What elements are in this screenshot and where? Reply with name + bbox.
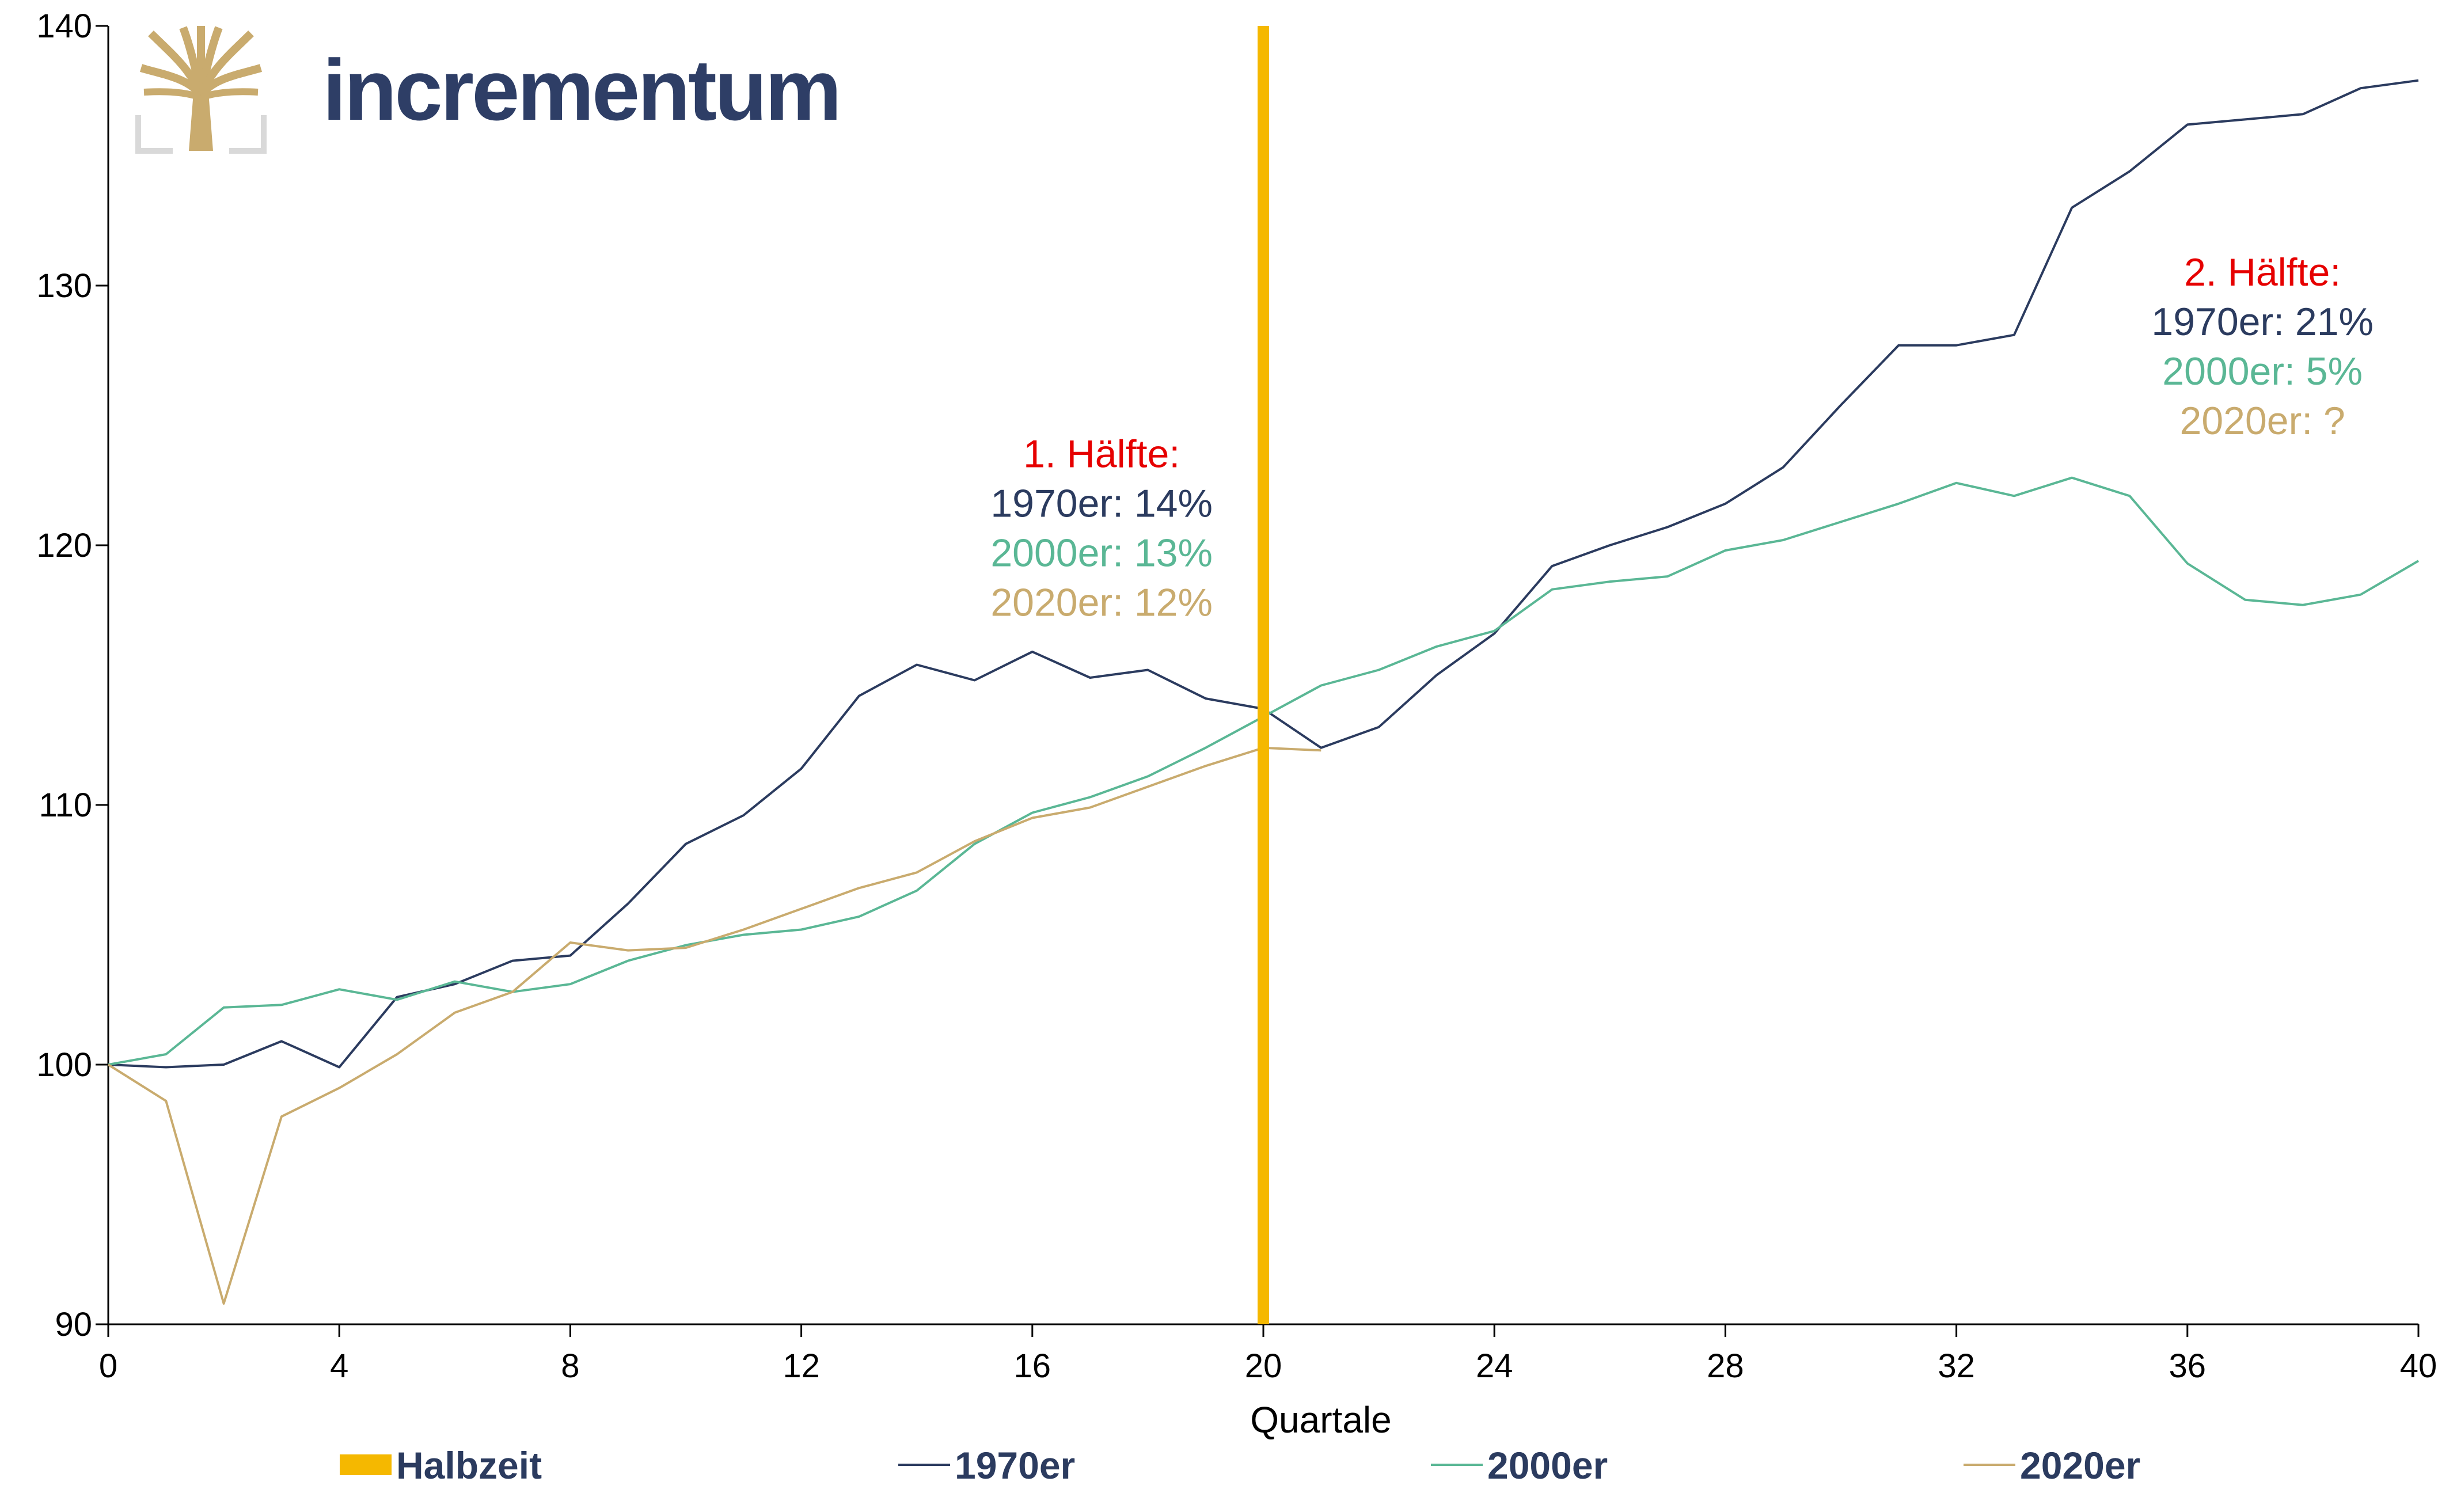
y-tick-label: 110 [39, 787, 92, 824]
legend-label: 2020er [2020, 1444, 2140, 1487]
x-tick-label: 40 [2400, 1347, 2437, 1385]
legend-label: Halbzeit [396, 1444, 542, 1487]
annotation-heading: 2. Hälfte: [2184, 250, 2341, 294]
annotation-line: 2020er: 12% [990, 581, 1213, 625]
y-tick-label: 120 [36, 527, 92, 564]
annotation-line: 1970er: 14% [990, 482, 1213, 526]
x-tick-label: 24 [1476, 1347, 1513, 1385]
x-tick-label: 0 [99, 1347, 117, 1385]
y-tick-label: 100 [36, 1046, 92, 1084]
annotation-line: 2000er: 5% [2162, 349, 2363, 393]
tree-logo-icon [135, 26, 267, 154]
legend-item-2000er: 2000er [1431, 1444, 1608, 1487]
x-tick-label: 8 [561, 1347, 579, 1385]
axes: 90 100 110 120 130 140 0 4 8 12 16 20 24 28 32 36 40 Quar… [36, 7, 2437, 1441]
annotation-heading: 1. Hälfte: [1023, 432, 1180, 476]
annotation-line: 2020er: ? [2180, 399, 2345, 443]
legend: Halbzeit 1970er 2000er 2020er [340, 1444, 2140, 1487]
x-tick-label: 36 [2169, 1347, 2207, 1385]
legend-item-2020er: 2020er [1964, 1444, 2140, 1487]
legend-item-Halbzeit: Halbzeit [340, 1444, 542, 1487]
logo-text: incrementum [322, 41, 840, 138]
legend-label: 1970er [955, 1444, 1075, 1487]
annotation-layer: 1. Hälfte: 1970er: 14% 2000er: 13% 2020er: … [990, 250, 2374, 625]
incrementum-logo: incrementum [135, 26, 842, 154]
y-tick-label: 130 [36, 267, 92, 305]
legend-label: 2000er [1487, 1444, 1608, 1487]
y-tick-label: 140 [36, 7, 92, 45]
series-line-2020er [107, 746, 1321, 1305]
annotation-line: 1970er: 21% [2151, 300, 2374, 344]
x-axis-title: Quartale [1250, 1399, 1391, 1441]
x-tick-label: 28 [1707, 1347, 1744, 1385]
legend-swatch [340, 1454, 392, 1475]
y-tick-label: 90 [55, 1306, 92, 1343]
x-tick-label: 4 [330, 1347, 348, 1385]
annotation-line: 2000er: 13% [990, 531, 1213, 575]
x-tick-label: 32 [1938, 1347, 1975, 1385]
x-tick-label: 16 [1014, 1347, 1051, 1385]
x-tick-label: 20 [1245, 1347, 1282, 1385]
legend-item-1970er: 1970er [898, 1444, 1075, 1487]
x-tick-label: 12 [783, 1347, 820, 1385]
